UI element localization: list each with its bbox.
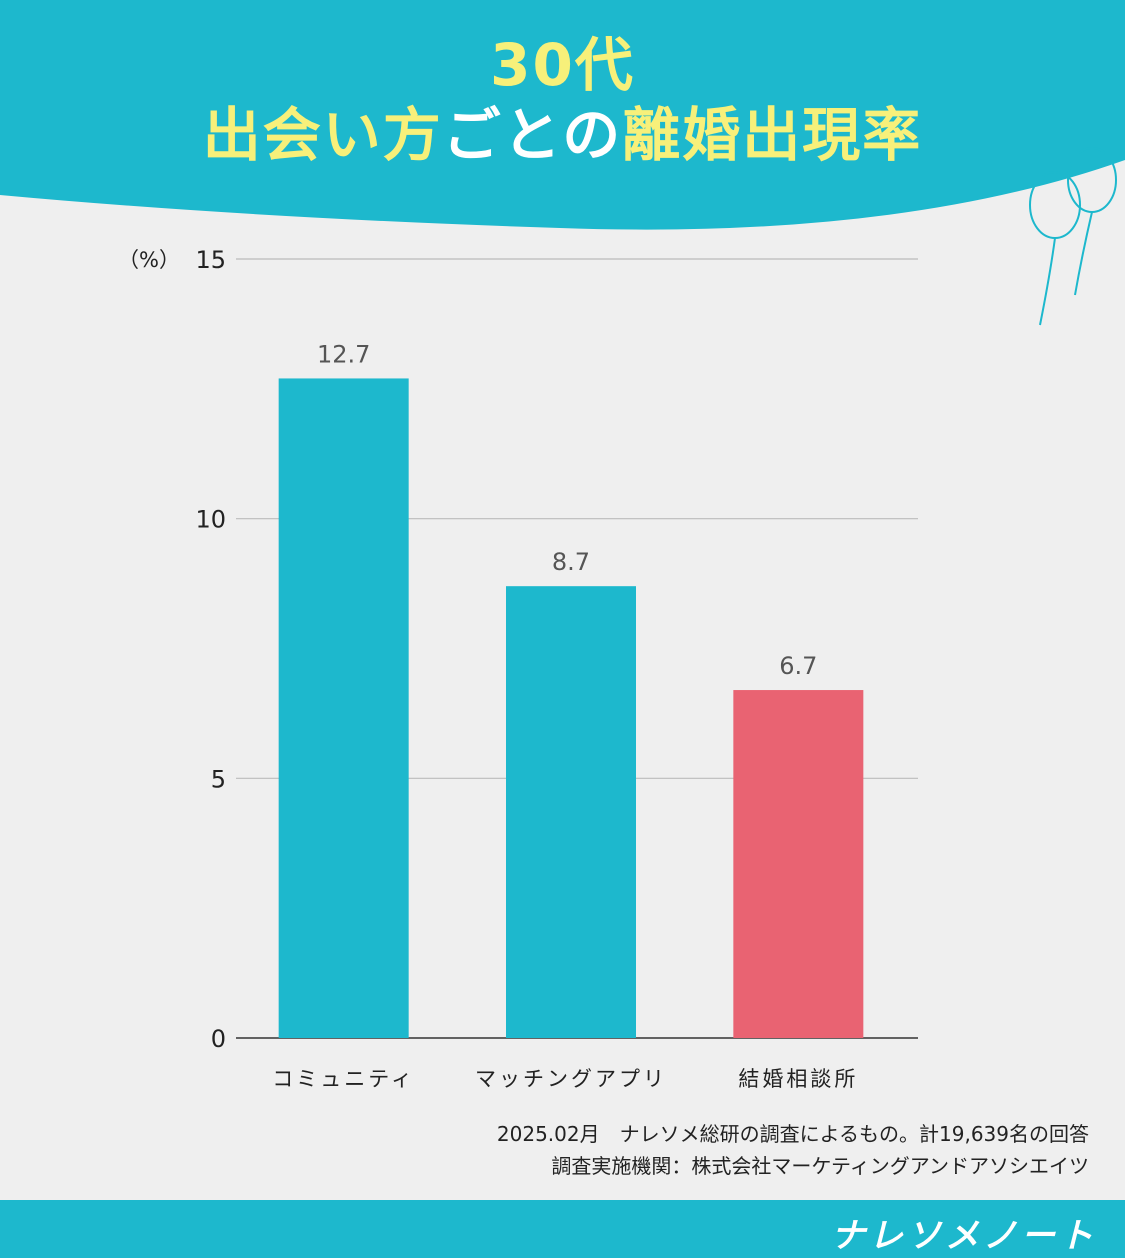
- data-label: 12.7: [317, 340, 370, 368]
- data-label: 6.7: [779, 652, 817, 680]
- bar: [506, 586, 636, 1038]
- x-tick-label: 結婚相談所: [738, 1067, 858, 1091]
- title-part3: 離婚出現率: [622, 101, 923, 169]
- brand-logo: ナレソメノート: [831, 1216, 1097, 1256]
- y-axis-label: （%）: [118, 248, 180, 272]
- bar: [733, 690, 864, 1038]
- y-tick-label: 0: [211, 1025, 226, 1053]
- source-line1: 2025.02月 ナレソメ総研の調査によるもの。計19,639名の回答: [496, 1122, 1089, 1146]
- source-line2: 調査実施機関：株式会社マーケティングアンドアソシエイツ: [551, 1154, 1089, 1178]
- footer-bar: ナレソメノート: [0, 1200, 1125, 1258]
- bar-chart: 0 5 10 15 （%） 12.7 コミュニティ 8.7 マッチングアプリ 6.7 結婚相談所: [118, 246, 918, 1091]
- page-title: 30代 出会い方ごとの離婚出現率: [0, 30, 1125, 170]
- x-tick-label: コミュニティ: [272, 1067, 415, 1091]
- x-tick-label: マッチングアプリ: [475, 1067, 667, 1091]
- title-line2: 出会い方ごとの離婚出現率: [0, 100, 1125, 170]
- bar: [278, 378, 409, 1038]
- title-part2: ごとの: [442, 101, 623, 169]
- y-tick-label: 10: [195, 506, 226, 534]
- y-tick-label: 5: [211, 765, 226, 793]
- balloons-icon: [1029, 147, 1117, 326]
- header-background: [0, 0, 1125, 230]
- data-label: 8.7: [552, 548, 590, 576]
- y-tick-label: 15: [195, 246, 226, 274]
- title-part1: 出会い方: [202, 101, 443, 169]
- title-line1: 30代: [490, 31, 635, 99]
